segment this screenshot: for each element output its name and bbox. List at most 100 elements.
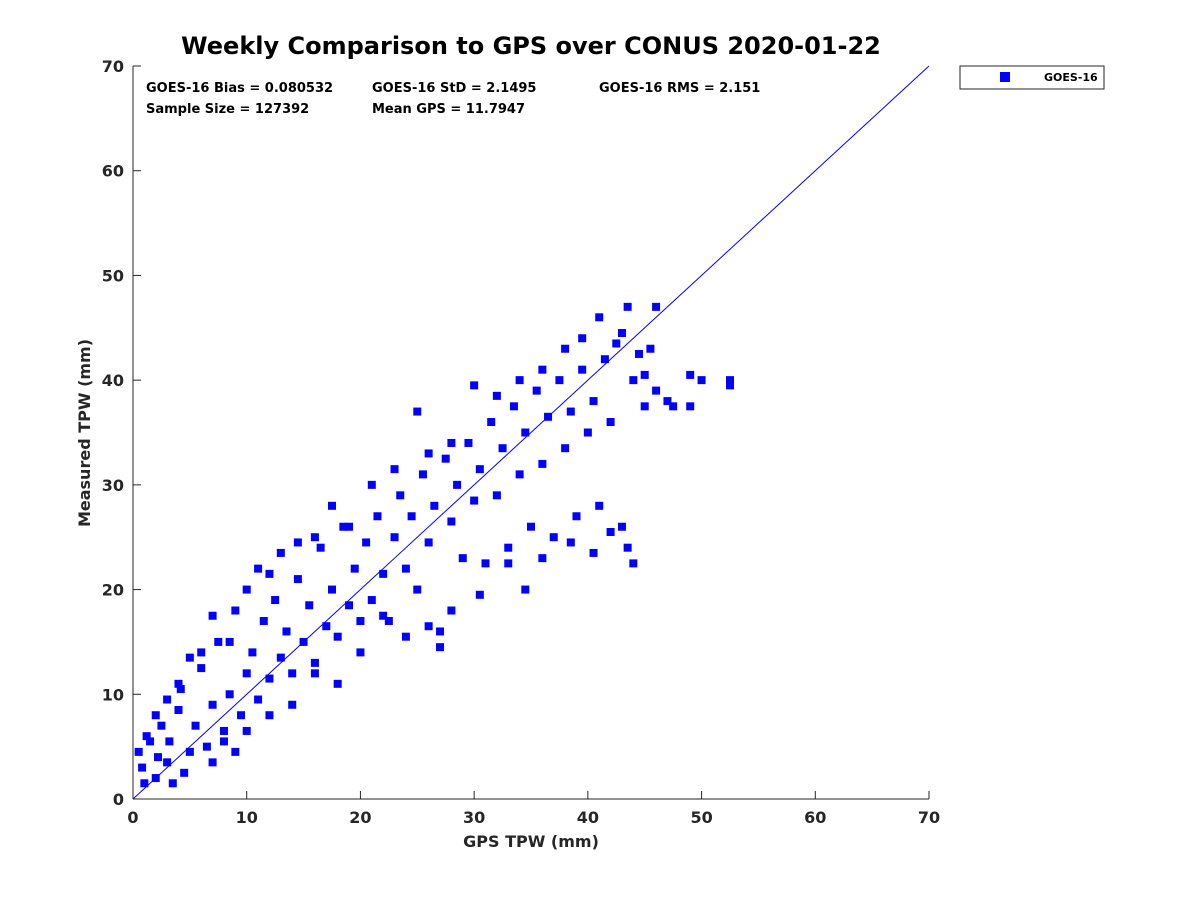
data-point [305,601,314,610]
data-point [424,538,433,547]
data-point [208,758,217,767]
data-point [583,428,592,437]
data-point [595,313,604,322]
data-point [589,397,598,406]
data-point [322,622,331,631]
data-point [629,376,638,385]
data-point [138,763,147,772]
data-point [470,496,479,505]
data-point [424,449,433,458]
data-point [367,480,376,489]
data-points [134,302,734,788]
data-point [652,302,661,311]
data-point [379,611,388,620]
data-point [561,444,570,453]
data-point [254,695,263,704]
data-point [202,742,211,751]
data-point [589,548,598,557]
data-point [157,721,166,730]
data-point [219,737,228,746]
data-point [310,658,319,667]
data-point [509,402,518,411]
one-to-one-reference-line [132,65,930,800]
data-point [612,339,621,348]
data-point [447,438,456,447]
data-point [566,538,575,547]
legend-marker-square-icon [1000,72,1010,82]
legend-entry-label: GOES-16 [1044,71,1098,84]
y-tick-label: 30 [102,476,124,495]
data-point [345,522,354,531]
legend: GOES-16 [959,65,1105,90]
data-point [140,779,149,788]
data-point [248,648,257,657]
data-point [390,533,399,542]
data-point [640,402,649,411]
data-point [726,376,734,385]
data-point [617,329,626,338]
data-point [390,465,399,474]
y-axis-label: Measured TPW (mm) [75,339,94,527]
data-point [447,517,456,526]
data-point [276,653,285,662]
data-point [237,711,246,720]
data-point [282,627,291,636]
data-point [504,559,513,568]
data-point [629,559,638,568]
data-point [214,637,223,646]
data-point [191,721,200,730]
data-point [669,402,678,411]
data-point [174,705,183,714]
data-point [555,376,564,385]
data-point [265,674,274,683]
mean-gps-stat: Mean GPS = 11.7947 [372,102,525,117]
y-tick-label: 40 [102,371,124,390]
data-point [384,616,393,625]
data-point [151,774,160,783]
data-point [208,700,217,709]
rms-stat: GOES-16 RMS = 2.151 [599,81,760,96]
data-point [356,616,365,625]
x-tick-label: 0 [127,808,138,827]
data-point [265,711,274,720]
data-point [578,334,587,343]
data-point [407,512,416,521]
x-axis-ticks: 0 10 20 30 40 50 60 70 [127,791,940,827]
data-point [185,747,194,756]
y-tick-label: 10 [102,685,124,704]
data-point [293,538,302,547]
data-point [288,700,297,709]
data-point [436,643,445,652]
sample-size-stat: Sample Size = 127392 [146,102,309,117]
data-point [441,454,450,463]
y-tick-label: 60 [102,162,124,181]
data-point [163,695,172,704]
data-point [254,564,263,573]
data-point [617,522,626,531]
data-point [299,637,308,646]
data-point [379,569,388,578]
data-point [436,627,445,636]
data-point [225,690,234,699]
data-point [600,355,609,364]
data-point [515,470,524,479]
data-point [293,575,302,584]
data-point [475,465,484,474]
data-point [606,418,615,427]
data-point [333,679,342,688]
data-point [231,747,240,756]
data-point [527,522,535,531]
data-point [356,648,365,657]
data-point [697,376,706,385]
data-point [492,391,501,400]
x-tick-label: 40 [577,808,599,827]
data-point [521,585,530,594]
data-point [464,438,473,447]
data-point [339,522,348,531]
data-point [726,381,734,390]
data-point [271,596,280,605]
data-point [242,669,251,678]
data-point [185,653,194,662]
data-point [373,512,382,521]
data-point [640,370,649,379]
